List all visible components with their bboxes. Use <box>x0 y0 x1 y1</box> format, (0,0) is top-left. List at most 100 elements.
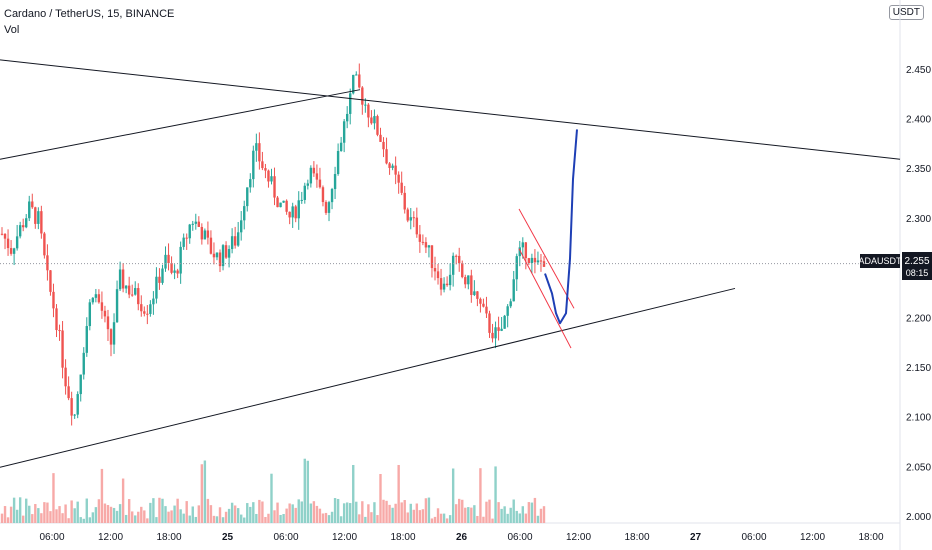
volume-bar <box>106 505 110 523</box>
currency-unit-button[interactable]: USDT <box>888 5 924 20</box>
volume-bar <box>70 500 73 523</box>
candle-body <box>379 134 382 142</box>
candle-body <box>249 179 252 188</box>
volume-bar <box>55 509 58 523</box>
volume-bar <box>267 513 270 523</box>
candle-body <box>258 143 261 162</box>
volume-bar <box>464 507 467 523</box>
volume-bar <box>421 509 425 523</box>
candle-body <box>352 74 355 94</box>
volume-bar <box>230 502 234 523</box>
candle-body <box>527 258 531 263</box>
candle-body <box>76 394 79 415</box>
volume-bar <box>227 508 231 523</box>
price-tag-value: 2.255 <box>904 256 929 267</box>
volume-bar <box>430 518 434 523</box>
volume-label: Vol <box>4 24 20 36</box>
volume-bar <box>427 497 431 523</box>
volume-bar <box>336 498 340 523</box>
volume-bar <box>482 516 485 523</box>
volume-bar <box>349 503 352 523</box>
candle-body <box>88 302 92 327</box>
candle-body <box>470 275 473 295</box>
candle-body <box>482 303 485 307</box>
x-tick-label: 06:00 <box>741 532 766 543</box>
volume-bar <box>64 504 67 523</box>
price-axis[interactable]: 2.4502.4002.3502.3002.2502.2002.1502.100… <box>906 65 931 523</box>
x-tick-label: 18:00 <box>858 532 883 543</box>
volume-bar <box>397 464 400 523</box>
volume-bar <box>82 518 85 523</box>
volume-bar <box>221 517 225 523</box>
candle-body <box>221 245 225 267</box>
volume-bar <box>261 501 264 523</box>
candle-body <box>85 326 88 353</box>
candle-body <box>246 187 249 207</box>
x-tick-label: 25 <box>222 532 234 543</box>
volume-bar <box>212 515 216 523</box>
candle-body <box>521 242 525 248</box>
volume-bar <box>255 513 258 523</box>
volume-bar <box>127 499 131 523</box>
volume-bar <box>285 508 288 523</box>
candle-body <box>115 289 119 323</box>
volume-bar <box>224 511 228 523</box>
projection-path <box>544 129 578 325</box>
candle-body <box>9 248 13 254</box>
candle-body <box>285 200 288 212</box>
volume-bar <box>312 501 316 523</box>
candle-body <box>209 237 213 254</box>
x-tick-label: 12:00 <box>566 532 591 543</box>
volume-bar <box>164 506 167 523</box>
volume-bar <box>458 498 461 523</box>
volume-bar <box>3 506 7 523</box>
time-axis[interactable]: 06:00 12:00 18:00 25 06:00 12:00 18:00 26 06:00 1… <box>39 532 883 543</box>
volume-bar <box>258 499 261 523</box>
candle-body <box>306 183 310 186</box>
candle-body <box>406 209 409 221</box>
candle-body <box>400 182 403 193</box>
volume-bar <box>352 464 355 523</box>
volume-bar <box>439 513 443 523</box>
candle-body <box>67 386 70 399</box>
volume-bar <box>218 507 222 523</box>
candle-body <box>421 241 425 243</box>
volume-bar <box>249 506 252 523</box>
volume-bar <box>361 501 364 523</box>
volume-bar <box>121 478 125 523</box>
x-tick-label: 18:00 <box>156 532 181 543</box>
volume-bar <box>467 507 470 523</box>
volume-bar <box>112 507 116 523</box>
candle-body <box>539 260 543 262</box>
candle-body <box>25 218 28 228</box>
drawings <box>0 59 901 468</box>
volume-bar <box>215 516 219 523</box>
candle-body <box>439 278 443 290</box>
volume-bar <box>276 502 279 523</box>
candle-body <box>385 149 388 164</box>
volume-bar <box>376 515 379 523</box>
volume-bar <box>448 515 452 523</box>
candle-body <box>339 142 343 152</box>
candle-body <box>170 263 173 273</box>
volume-bar <box>37 508 40 523</box>
candle-body <box>233 236 237 246</box>
volume-bar <box>273 510 276 523</box>
candle-body <box>164 254 167 269</box>
candle-body <box>82 352 85 375</box>
candle-body <box>64 367 67 387</box>
volume-bar <box>491 518 494 523</box>
candle-body <box>324 202 328 213</box>
volume-bar <box>31 514 34 523</box>
candle-body <box>536 260 540 263</box>
volume-bar <box>291 504 294 523</box>
volume-bar <box>473 505 476 523</box>
volume-bar <box>318 508 322 523</box>
volume-bar <box>131 511 134 523</box>
candle-body <box>358 74 361 88</box>
candle-body <box>530 257 534 263</box>
candle-body <box>276 197 279 208</box>
candle-body <box>451 255 455 275</box>
lower-trendline <box>0 287 736 468</box>
